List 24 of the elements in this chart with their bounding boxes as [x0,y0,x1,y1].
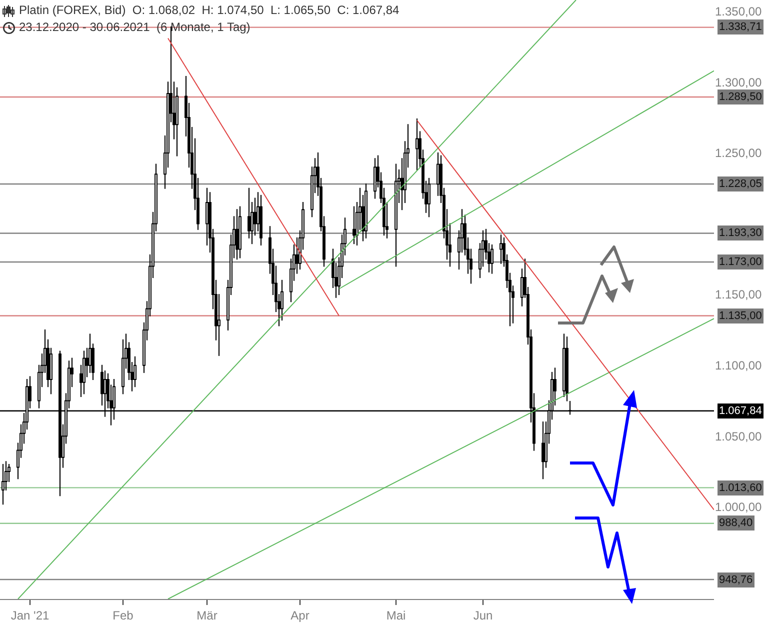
y-tick-label: 1.350,00 [715,4,762,19]
y-tick-label: 1.000,00 [715,500,762,514]
x-tick-label: Jun [473,608,493,622]
y-tick-label: 1.300,00 [715,75,762,90]
ref-line-label: 1.228,05 [719,178,762,190]
ref-line-label: 1.067,84 [719,405,762,417]
y-tick-label: 1.150,00 [715,288,762,302]
x-tick-label: Mai [386,608,406,622]
ref-line-label: 1.173,00 [719,256,762,268]
ref-line-label: 1.289,50 [719,91,762,103]
chart-title: Platin (FOREX, Bid) O: 1.068,02 H: 1.074,50 L: 1.065,50 C: 1.067,84 [19,3,400,17]
ref-line-label: 988,40 [719,517,753,529]
y-tick-label: 1.050,00 [715,429,762,444]
ref-line-label: 1.013,60 [719,482,762,494]
ref-line-label: 1.135,00 [719,310,762,322]
x-tick-label: Jan '21 [10,608,50,622]
x-tick-label: Apr [290,608,310,622]
ref-line-label: 1.193,30 [719,227,762,239]
y-tick-label: 1.100,00 [715,358,762,373]
y-tick-label: 1.250,00 [715,146,762,160]
x-tick-label: Feb [112,608,134,622]
ref-line-label: 948,76 [719,574,753,586]
x-tick-label: Mär [196,608,218,622]
ref-line-label: 1.338,71 [719,21,762,33]
